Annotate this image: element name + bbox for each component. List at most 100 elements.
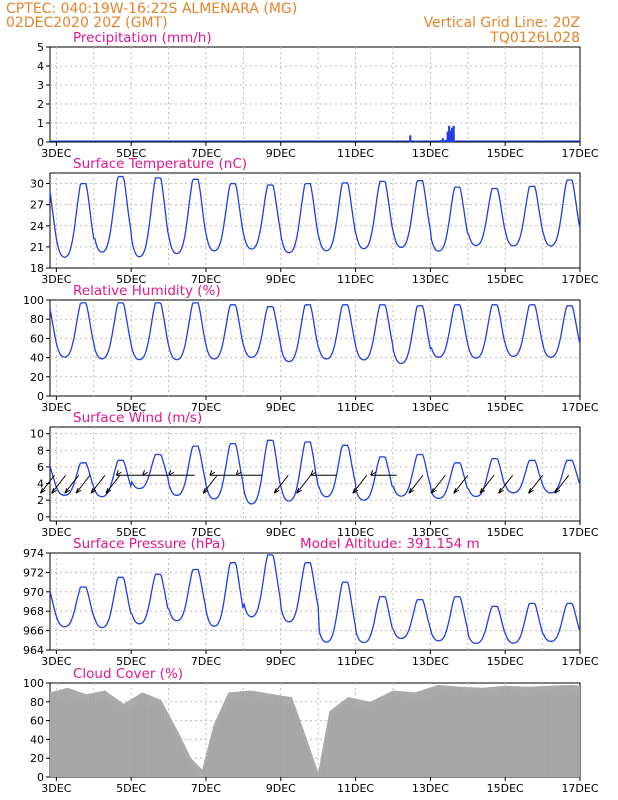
precip-xtick-label: 3DEC <box>41 147 71 160</box>
rh-xtick-label: 9DEC <box>266 401 296 414</box>
wind-ytick-label: 4 <box>37 478 44 491</box>
temp-ytick-label: 24 <box>30 220 44 233</box>
precip-ytick-label: 4 <box>37 60 44 73</box>
temp-xtick-label: 11DEC <box>337 273 374 286</box>
temp-xtick-label: 3DEC <box>41 273 71 286</box>
cloud-xtick-label: 7DEC <box>191 782 221 795</box>
precip-bar <box>448 125 451 142</box>
temp-xtick-label: 7DEC <box>191 273 221 286</box>
precip-bar <box>451 127 454 142</box>
pressure-xtick-label: 13DEC <box>412 655 449 668</box>
wind-title: Surface Wind (m/s) <box>73 410 202 426</box>
wind-ytick-label: 0 <box>37 511 44 524</box>
wind-arrowhead <box>105 488 112 494</box>
cloud-xtick-label: 9DEC <box>266 782 296 795</box>
wind-arrowhead <box>75 488 82 494</box>
panel-wind: 0 2 4 6 8 10 3DEC 5DEC 7DEC 9DEC 11DEC 13DEC 15DEC 17… <box>30 410 599 539</box>
pressure-annotation: Model Altitude: 391.154 m <box>300 536 480 552</box>
wind-xtick-label: 13DEC <box>412 526 449 539</box>
meteogram-panels: 0 1 2 3 4 5 3DEC 5DEC 7DEC 9DEC 11DEC 13DEC 15DEC 17D… <box>23 30 599 795</box>
rh-ytick-label: 40 <box>30 352 44 365</box>
wind-arrowhead <box>40 488 46 494</box>
wind-xtick-label: 9DEC <box>266 526 296 539</box>
wind-arrow <box>273 474 289 494</box>
wind-plot-area <box>49 426 581 522</box>
wind-xtick-label: 11DEC <box>337 526 374 539</box>
pressure-xtick-label: 9DEC <box>266 655 296 668</box>
cloud-ytick-label: 20 <box>30 752 44 765</box>
header-model-code: TQ0126L028 <box>489 30 580 46</box>
temp-xtick-label: 13DEC <box>412 273 449 286</box>
cloud-xtick-label: 13DEC <box>412 782 449 795</box>
cloud-xtick-label: 3DEC <box>41 782 71 795</box>
cloud-ytick-label: 60 <box>30 715 44 728</box>
precip-ytick-label: 0 <box>37 136 44 149</box>
wind-ytick-label: 2 <box>37 494 44 507</box>
precip-ytick-label: 1 <box>37 117 44 130</box>
wind-arrow <box>528 474 543 494</box>
rh-xtick-label: 15DEC <box>487 401 524 414</box>
pressure-ytick-label: 974 <box>23 547 44 560</box>
wind-arrow <box>90 474 106 494</box>
wind-xtick-label: 15DEC <box>487 526 524 539</box>
wind-arrow <box>554 474 570 494</box>
rh-xtick-label: 3DEC <box>41 401 71 414</box>
wind-arrow <box>202 474 218 494</box>
wind-xtick-label: 17DEC <box>561 526 598 539</box>
rh-xtick-label: 7DEC <box>191 401 221 414</box>
pressure-xtick-label: 3DEC <box>41 655 71 668</box>
precip-xtick-label: 11DEC <box>337 147 374 160</box>
wind-ytick-label: 6 <box>37 461 44 474</box>
wind-arrow <box>408 474 424 494</box>
wind-arrowhead <box>90 488 97 494</box>
cloud-xtick-label: 17DEC <box>561 782 598 795</box>
wind-arrowhead <box>296 488 302 494</box>
cloud-cover-area <box>50 684 580 777</box>
cloud-ytick-label: 80 <box>30 696 44 709</box>
wind-arrowhead <box>209 470 216 476</box>
temp-title: Surface Temperature (nC) <box>73 156 247 172</box>
rh-ytick-label: 0 <box>37 390 44 403</box>
wind-arrow <box>40 474 55 494</box>
wind-arrow <box>453 474 469 494</box>
precip-ytick-label: 5 <box>37 41 44 54</box>
pressure-ytick-label: 964 <box>23 644 44 657</box>
wind-arrowhead <box>370 470 376 476</box>
rh-ytick-label: 100 <box>23 294 44 307</box>
precip-bar <box>449 130 452 142</box>
wind-ytick-label: 8 <box>37 444 44 457</box>
precip-ytick-label: 2 <box>37 98 44 111</box>
wind-arrow <box>430 474 446 494</box>
rh-plot-area <box>49 299 581 397</box>
cloud-xtick-label: 15DEC <box>487 782 524 795</box>
cloud-ytick-label: 100 <box>23 677 44 690</box>
temp-ytick-label: 21 <box>30 241 44 254</box>
header-station-line: CPTEC: 040:19W-16:22S ALMENARA (MG) <box>6 1 297 17</box>
panel-pressure: 964 966 968 970 972 974 3DEC 5DEC 7DEC 9DEC 11DEC 1… <box>23 536 599 668</box>
precip-bar <box>409 135 412 142</box>
wind-arrowhead <box>142 470 148 476</box>
pressure-xtick-label: 15DEC <box>487 655 524 668</box>
wind-arrowhead <box>168 470 175 476</box>
header-grid-note: Vertical Grid Line: 20Z <box>424 15 580 31</box>
wind-arrow <box>75 474 91 494</box>
pressure-series-line <box>49 554 581 645</box>
wind-arrowhead <box>202 488 209 494</box>
pressure-xtick-label: 5DEC <box>116 655 146 668</box>
wind-arrow <box>296 474 312 494</box>
precip-title: Precipitation (mm/h) <box>73 30 212 46</box>
wind-arrow <box>352 474 368 494</box>
wind-arrowhead <box>408 488 415 494</box>
wind-xtick-label: 7DEC <box>191 526 221 539</box>
wind-xtick-label: 5DEC <box>116 526 146 539</box>
pressure-xtick-label: 7DEC <box>191 655 221 668</box>
rh-title: Relative Humidity (%) <box>73 283 221 299</box>
wind-xtick-label: 3DEC <box>41 526 71 539</box>
precip-xtick-label: 17DEC <box>561 147 598 160</box>
pressure-xtick-label: 17DEC <box>561 655 598 668</box>
wind-arrowhead <box>51 488 57 494</box>
panel-cloud: 0 20 40 60 80 100 3DEC 5DEC 7DEC 9DEC 11DEC 13DEC 15… <box>23 666 599 795</box>
temp-xtick-label: 5DEC <box>116 273 146 286</box>
precip-plot-area <box>49 46 581 143</box>
wind-arrow <box>64 474 80 494</box>
